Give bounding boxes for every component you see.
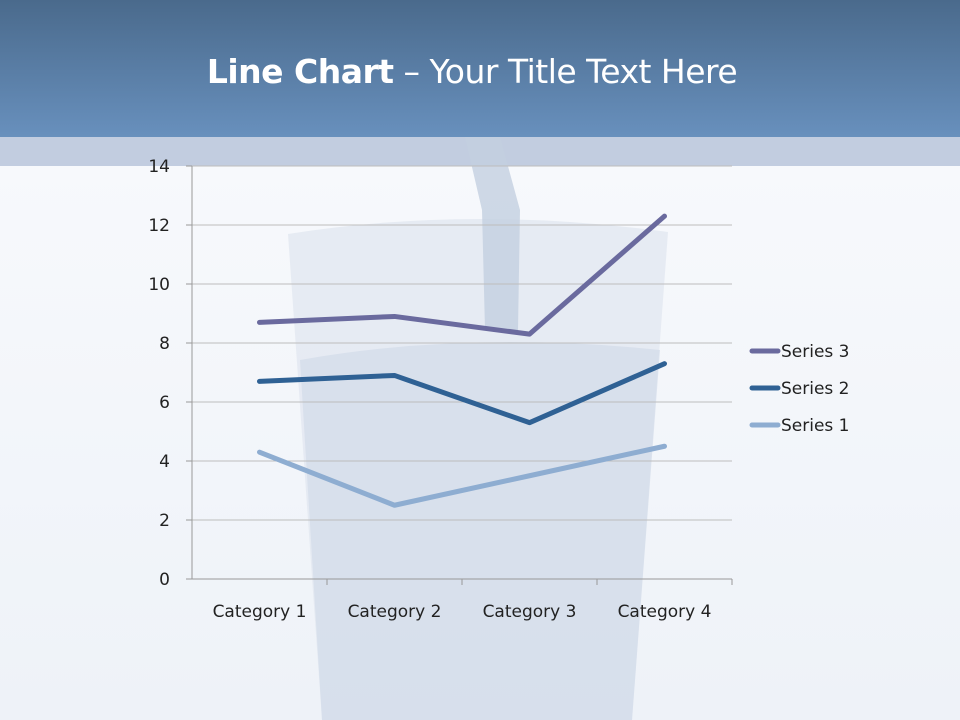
y-tick-label: 2 [159,511,170,531]
title-rest: – Your Title Text Here [393,52,738,91]
x-tick-label: Category 3 [483,602,577,622]
y-tick-label: 12 [148,216,170,236]
series-line-2 [257,361,667,426]
y-tick-label: 4 [159,452,170,472]
legend-label: Series 1 [781,416,850,436]
x-tick-label: Category 1 [213,602,307,622]
slide-title: Line Chart – Your Title Text Here [0,52,944,91]
y-tick-label: 0 [159,570,170,590]
series-line-3 [257,213,667,337]
title-bold: Line Chart [206,52,394,91]
y-tick-label: 10 [148,275,170,295]
x-tick-label: Category 2 [348,602,442,622]
y-tick-label: 14 [148,157,170,177]
legend-label: Series 3 [781,342,850,362]
title-banner [0,0,960,137]
y-tick-label: 8 [159,334,170,354]
series-line-1 [257,443,667,508]
x-tick-label: Category 4 [618,602,712,622]
y-tick-label: 6 [159,393,170,413]
legend-label: Series 2 [781,379,850,399]
